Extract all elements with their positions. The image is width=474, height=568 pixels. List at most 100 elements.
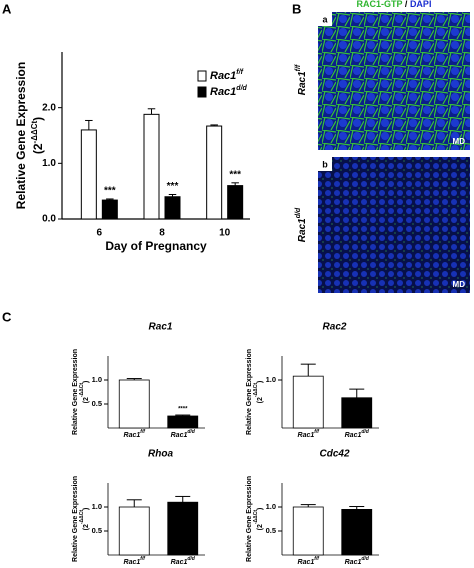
bar: [164, 196, 181, 220]
category-name: Rac1: [124, 432, 141, 439]
y-axis-unit: (2-ΔΔCt): [79, 508, 90, 531]
chart-title: Cdc42: [319, 449, 349, 460]
x-tick-label: Rac1f/f: [124, 429, 147, 439]
unit-sup: -ΔΔCt: [253, 383, 259, 397]
panel-label: C: [2, 309, 12, 324]
unit-sup: -ΔΔCt: [253, 510, 259, 524]
y-axis-label: Relative Gene Expression: [14, 62, 28, 209]
chart: A 0.0 1.0 2.0 Relative Gene Expression (2-ΔΔC…: [2, 1, 250, 253]
category-name: Rac1: [171, 432, 188, 439]
category-sup: d/d: [187, 429, 195, 435]
y-tick-label: 1.0: [92, 375, 102, 384]
region-label: MD: [453, 137, 466, 146]
chart-title: Rac2: [323, 322, 347, 333]
y-axis-label: Relative Gene Expression: [72, 476, 79, 562]
category-name: Rac1: [345, 559, 362, 566]
category-name: Rac1: [298, 559, 315, 566]
legend-sup: d/d: [236, 85, 247, 92]
y-axis-unit: (2-ΔΔCt): [30, 117, 45, 154]
panel-label: A: [2, 1, 12, 16]
title-sep: /: [405, 0, 408, 9]
unit-end: ): [257, 508, 264, 510]
y-tick-label: 0.0: [42, 214, 56, 225]
y-tick-label: 2.0: [42, 102, 56, 113]
y-tick-label: 1.0: [266, 375, 276, 384]
legend-swatch: [197, 70, 207, 82]
y-axis-unit: (2-ΔΔCt): [253, 381, 264, 404]
chart-title: Rac1: [149, 322, 173, 333]
chart: Rac2 1.0 Relative Gene Expression (2-ΔΔCt) R…: [246, 322, 379, 439]
unit-base: (2: [257, 397, 264, 403]
title-blue: DAPI: [410, 0, 432, 9]
category-sup: f/f: [140, 556, 146, 562]
y-tick-label: 0.5: [266, 526, 276, 535]
annotation: ***: [229, 169, 241, 180]
y-tick-label: 1.0: [266, 502, 276, 511]
bar: [80, 129, 97, 220]
category-name: Rac1: [124, 559, 141, 566]
x-tick-label: Rac1d/d: [171, 556, 196, 566]
category-sup: f/f: [314, 429, 320, 435]
y-tick-label: 0.5: [92, 399, 102, 408]
legend-name: Rac1: [210, 70, 236, 82]
bar: [118, 506, 150, 556]
unit-base: (2: [83, 524, 90, 530]
category-name: Rac1: [345, 432, 362, 439]
y-tick-label: 0.5: [92, 526, 102, 535]
x-tick-label: Rac1d/d: [345, 429, 370, 439]
chart: Rhoa 0.5 1.0 Relative Gene Expression (2-ΔΔC…: [72, 449, 205, 566]
legend-sup: f/f: [236, 69, 243, 76]
genotype-sup: f/f: [295, 64, 302, 71]
category-sup: f/f: [140, 429, 146, 435]
genotype-label: Rac1d/d: [295, 207, 308, 242]
x-tick-label: Rac1f/f: [124, 556, 147, 566]
bar: [118, 379, 150, 429]
genotype: Rac1: [297, 71, 308, 95]
image-letter: a: [322, 14, 328, 24]
bar: [101, 199, 118, 220]
unit-sup: -ΔΔCt: [79, 383, 85, 397]
unit-end: ): [83, 508, 90, 510]
unit-end: ): [31, 117, 45, 121]
category-sup: d/d: [361, 556, 369, 562]
unit-sup: -ΔΔCt: [30, 121, 39, 144]
x-tick-label: 6: [97, 228, 103, 239]
letter-box: [318, 157, 332, 171]
genotype: Rac1: [297, 218, 308, 242]
x-tick-label: 8: [159, 228, 165, 239]
panel-label: B: [292, 1, 301, 16]
legend-swatch: [197, 86, 207, 98]
y-tick-label: 1.0: [92, 502, 102, 511]
category-name: Rac1: [298, 432, 315, 439]
micrograph: [318, 157, 470, 293]
bar: [143, 113, 160, 220]
legend-label: Rac1d/d: [210, 85, 248, 98]
bar: [167, 415, 199, 429]
category-sup: d/d: [361, 429, 369, 435]
letter-box: [318, 12, 332, 26]
y-axis-label: Relative Gene Expression: [246, 349, 253, 435]
x-tick-label: Rac1d/d: [345, 556, 370, 566]
chart-title: Rhoa: [148, 449, 173, 460]
y-tick-label: 1.0: [42, 158, 56, 169]
unit-base: (2: [31, 143, 45, 154]
legend-name: Rac1: [210, 86, 236, 98]
category-name: Rac1: [171, 559, 188, 566]
bar: [292, 506, 324, 556]
genotype-label: Rac1f/f: [295, 64, 308, 95]
annotation: ***: [104, 186, 116, 197]
annotation: ****: [178, 407, 188, 413]
x-tick-label: 10: [219, 228, 231, 239]
bar: [341, 397, 373, 429]
legend-label: Rac1f/f: [210, 69, 244, 82]
annotation: ***: [167, 181, 179, 192]
y-axis-label: Relative Gene Expression: [246, 476, 253, 562]
unit-end: ): [83, 381, 90, 383]
title-green: RAC1-GTP: [357, 0, 403, 9]
bar: [292, 375, 324, 429]
category-sup: d/d: [187, 556, 195, 562]
x-tick-label: Rac1f/f: [298, 556, 321, 566]
